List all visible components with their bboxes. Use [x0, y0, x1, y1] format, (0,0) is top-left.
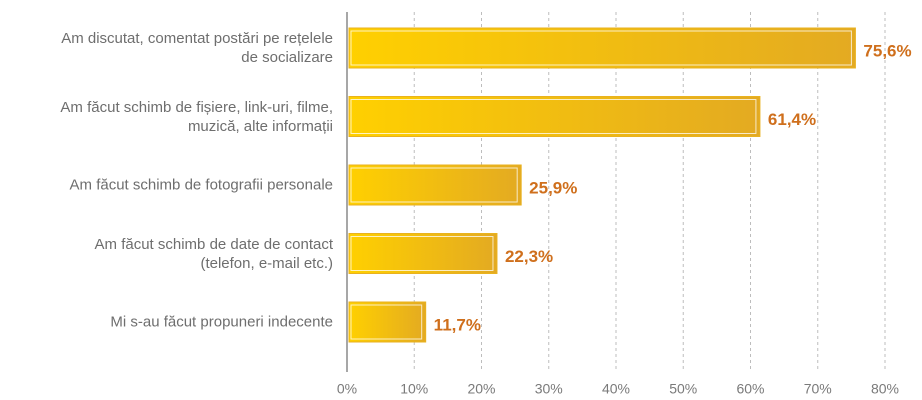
category-label: Am discutat, comentat postări pe rețelel…: [61, 30, 333, 66]
bar-highlight: [350, 236, 494, 271]
x-tick-label: 10%: [400, 381, 428, 397]
x-tick-label: 40%: [602, 381, 630, 397]
bar: [348, 96, 761, 137]
value-label: 11,7%: [434, 315, 481, 334]
category-label: Am făcut schimb de fișiere, link-uri, fi…: [60, 98, 333, 135]
value-label: 25,9%: [529, 178, 577, 197]
bar: [348, 164, 522, 206]
x-tick-label: 30%: [535, 381, 563, 397]
bar: [348, 301, 427, 343]
category-label: Am făcut schimb de fotografii personale: [69, 176, 333, 194]
bar: [348, 27, 856, 69]
x-tick-label: 20%: [467, 381, 495, 397]
value-label: 75,6%: [863, 41, 911, 60]
x-tick-label: 0%: [337, 381, 357, 397]
bar-highlight: [350, 304, 423, 340]
x-tick-label: 80%: [871, 381, 899, 397]
value-label: 61,4%: [768, 110, 816, 129]
category-label: Am făcut schimb de date de contact (tele…: [94, 235, 333, 272]
x-tick-label: 70%: [804, 381, 832, 397]
bar: [348, 233, 498, 274]
bar-highlight: [350, 99, 757, 134]
x-tick-label: 60%: [736, 381, 764, 397]
bar-highlight: [350, 167, 518, 203]
bar-highlight: [350, 30, 852, 66]
x-tick-label: 50%: [669, 381, 697, 397]
value-label: 22,3%: [505, 247, 553, 266]
category-label: Mi s-au făcut propuneri indecente: [110, 313, 333, 331]
